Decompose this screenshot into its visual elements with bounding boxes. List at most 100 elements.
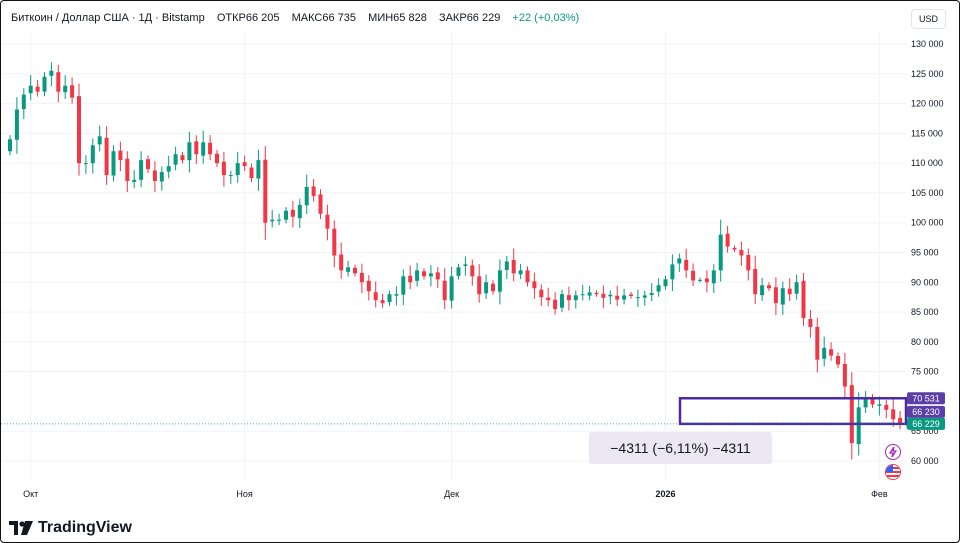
candle-body — [566, 295, 571, 301]
candle-body — [704, 278, 709, 283]
candle-body — [284, 210, 288, 220]
candle-body — [594, 292, 599, 295]
candle-body — [560, 294, 564, 308]
candle-body — [870, 397, 875, 405]
candle-body — [173, 154, 178, 165]
candle-body — [504, 261, 509, 270]
time-tick-label: Ноя — [236, 489, 253, 499]
candle-body — [463, 264, 468, 266]
candle-body — [767, 285, 771, 289]
candle-body — [677, 258, 682, 264]
candle-body — [587, 292, 592, 296]
candle-body — [484, 282, 489, 294]
candle-body — [208, 142, 213, 155]
candle-body — [277, 219, 282, 221]
symbol-label[interactable]: Биткоин / Доллар США · 1Д · Bitstamp — [11, 12, 205, 24]
candle-body — [760, 285, 765, 296]
candle-body — [511, 260, 516, 274]
candle-body — [753, 268, 758, 295]
candle-body — [228, 175, 233, 177]
candle-body — [97, 136, 102, 145]
grid-lines — [1, 31, 906, 481]
candle-body — [670, 264, 675, 280]
open-label: ОТКР — [216, 12, 246, 24]
price-tick-label: 95 000 — [911, 248, 939, 258]
alert-icon[interactable] — [885, 444, 901, 460]
candle-body — [366, 280, 371, 292]
candle-body — [297, 204, 302, 219]
candle-body — [152, 170, 157, 182]
candle-body — [739, 249, 744, 256]
time-tick-label: Дек — [444, 489, 459, 499]
tradingview-logo[interactable]: TradingView — [9, 519, 132, 537]
us-flag-icon[interactable] — [885, 464, 901, 480]
high-value: 66 735 — [322, 12, 357, 24]
price-tick-label: 105 000 — [911, 188, 944, 198]
candle-body — [263, 159, 268, 223]
candle-body — [380, 300, 385, 304]
candle-body — [725, 233, 730, 247]
candle-body — [132, 179, 137, 182]
candle-body — [63, 85, 68, 93]
price-tag-label: 66 230 — [912, 407, 940, 417]
candle-body — [746, 255, 751, 271]
candle-body — [56, 72, 61, 92]
candle-body — [491, 283, 495, 292]
candle-body — [346, 267, 351, 272]
candles — [8, 62, 909, 460]
open-value: 66 205 — [245, 12, 280, 24]
candle-body — [546, 297, 551, 301]
price-axis: 130 000 125 000 120 000 115 000 110 000 105 0… — [911, 39, 944, 466]
candle-body — [242, 162, 247, 167]
candle-body — [194, 141, 199, 155]
candle-body — [139, 160, 144, 180]
price-tick-label: 85 000 — [911, 307, 939, 317]
candle-body — [435, 272, 440, 280]
candle-body — [732, 247, 737, 250]
candle-body — [318, 194, 323, 214]
price-tick-label: 65 000 — [911, 426, 939, 436]
close-label: ЗАКР — [438, 12, 467, 24]
candle-body — [891, 409, 896, 420]
candle-body — [608, 294, 613, 297]
price-tick-label: 80 000 — [911, 337, 939, 347]
price-tag-label: 70 531 — [912, 393, 940, 403]
candle-body — [525, 270, 530, 283]
candle-body — [622, 295, 627, 300]
candle-body — [497, 270, 502, 292]
candle-body — [518, 270, 523, 275]
candle-body — [815, 326, 820, 360]
candle-body — [394, 294, 399, 296]
candle-body — [373, 292, 378, 301]
candle-body — [642, 295, 647, 298]
candle-body — [877, 404, 882, 406]
time-tick-label: Окт — [23, 489, 38, 499]
candle-body — [111, 151, 116, 176]
low-value: 65 828 — [393, 12, 427, 24]
candle-body — [780, 288, 785, 305]
candle-body — [580, 294, 585, 296]
candle-body — [215, 153, 219, 164]
candle-body — [235, 163, 240, 176]
candle-body — [83, 163, 88, 165]
candle-body — [808, 318, 813, 327]
candle-body — [401, 276, 406, 295]
candle-body — [104, 137, 109, 176]
candle-body — [387, 294, 392, 303]
time-tick-label: Фев — [871, 489, 888, 499]
candle-body — [711, 270, 716, 284]
candle-body — [663, 279, 668, 287]
candle-body — [532, 281, 537, 289]
candle-body — [332, 228, 337, 256]
currency-button[interactable]: USD — [911, 9, 946, 29]
candle-body — [470, 265, 475, 277]
candle-body — [856, 407, 861, 445]
candle-body — [773, 287, 778, 304]
candle-body — [718, 234, 723, 271]
candle-body — [325, 214, 330, 229]
candle-body — [822, 347, 827, 359]
candle-body — [21, 94, 26, 110]
candle-body — [656, 285, 661, 292]
